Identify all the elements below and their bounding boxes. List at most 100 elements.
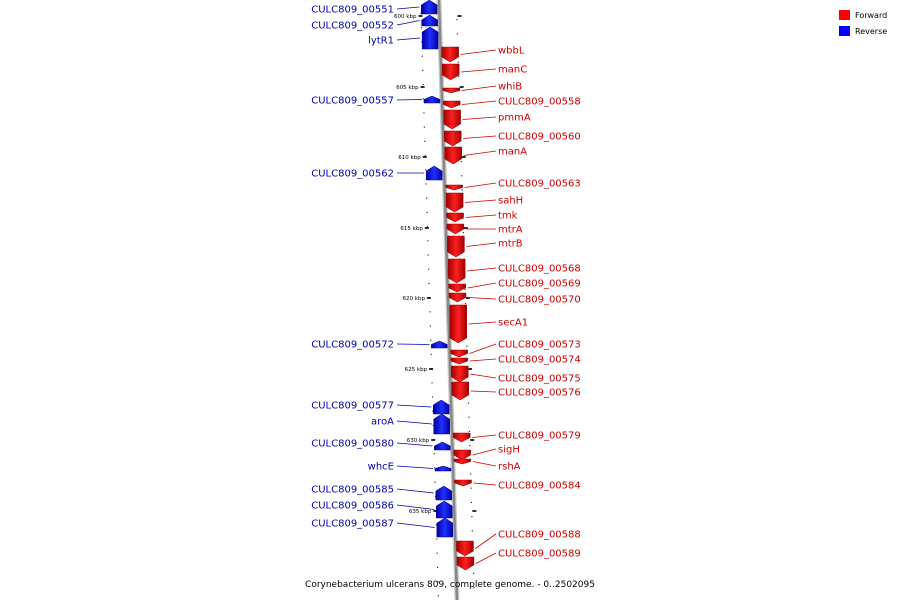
scale-dot [469,445,471,447]
scale-dot [425,183,427,185]
forward-gene-seca1[interactable] [449,304,467,344]
gene-label-culc809-00552[interactable]: CULC809_00552 [311,21,394,32]
gene-label-culc809-00557[interactable]: CULC809_00557 [311,96,394,107]
forward-gene-mtrb[interactable] [447,235,465,258]
gene-label-seca1[interactable]: secA1 [498,318,528,329]
forward-gene-culc809-00584[interactable] [454,479,472,487]
gene-label-tmk[interactable]: tmk [498,211,518,222]
gene-label-mtra[interactable]: mtrA [498,225,523,236]
forward-gene-tmk[interactable] [446,212,464,223]
gene-label-culc809-00562[interactable]: CULC809_00562 [311,169,394,180]
legend-forward-label: Forward [855,11,887,20]
scale-dot [425,197,428,199]
forward-gene-culc809-00575[interactable] [450,365,469,383]
forward-gene-sahh[interactable] [445,192,464,213]
leader-line [396,6,420,10]
reverse-gene-culc809-00551[interactable] [420,0,438,15]
gene-label-mtrb[interactable]: mtrB [498,239,523,250]
leader-line [396,488,434,494]
scale-dot [468,430,470,432]
forward-gene-wbbl[interactable] [441,46,459,63]
gene-label-culc809-00560[interactable]: CULC809_00560 [498,132,581,143]
forward-gene-culc809-00574[interactable] [450,357,469,365]
gene-label-aroa[interactable]: aroA [371,417,394,428]
forward-gene-culc809-00579[interactable] [452,432,471,443]
reverse-gene-culc809-00572[interactable] [431,340,448,349]
scale-dot [458,75,460,77]
scale-dot [422,69,424,71]
forward-gene-culc809-00589[interactable] [456,556,475,571]
scale-dot [425,169,427,171]
gene-label-sigh[interactable]: sigH [498,445,520,456]
gene-labels: wbbL manC whiB CULC809_00558 pmmA CULC809_005… [311,5,581,560]
reverse-gene-culc809-00585[interactable] [435,485,453,501]
forward-gene-rsha[interactable] [453,458,472,465]
gene-label-wbbl[interactable]: wbbL [498,46,525,57]
gene-label-culc809-00569[interactable]: CULC809_00569 [498,279,581,290]
reverse-gene-lytr1[interactable] [421,26,439,50]
forward-gene-culc809-00576[interactable] [451,381,469,401]
scale-dot [422,98,425,100]
gene-label-culc809-00551[interactable]: CULC809_00551 [311,5,394,16]
reverse-gene-aroa[interactable] [433,413,450,435]
reverse-gene-whce[interactable] [434,465,452,472]
gene-label-whce[interactable]: whcE [368,462,394,473]
gene-label-culc809-00568[interactable]: CULC809_00568 [498,264,581,275]
gene-label-culc809-00586[interactable]: CULC809_00586 [311,501,394,512]
forward-gene-culc809-00563[interactable] [445,184,463,191]
gene-label-mana[interactable]: manA [498,147,527,158]
gene-label-culc809-00588[interactable]: CULC809_00588 [498,530,581,541]
gene-label-pmma[interactable]: pmmA [498,113,531,124]
reverse-gene-culc809-00577[interactable] [432,399,450,415]
gene-label-culc809-00579[interactable]: CULC809_00579 [498,431,581,442]
forward-gene-culc809-00573[interactable] [450,349,468,358]
reverse-gene-culc809-00552[interactable] [421,14,438,27]
forward-gene-culc809-00558[interactable] [442,100,461,109]
forward-gene-sigh[interactable] [453,449,471,461]
leader-line [470,390,497,393]
gene-label-culc809-00570[interactable]: CULC809_00570 [498,295,581,306]
reverse-gene-culc809-00580[interactable] [434,441,451,451]
reverse-gene-culc809-00557[interactable] [423,95,441,104]
forward-gene-culc809-00569[interactable] [448,283,466,293]
gene-label-sahh[interactable]: sahH [498,196,523,207]
scale-dot [468,416,470,418]
forward-gene-manc[interactable] [441,63,460,81]
gene-features [420,0,475,571]
gene-label-culc809-00563[interactable]: CULC809_00563 [498,179,581,190]
gene-label-culc809-00558[interactable]: CULC809_00558 [498,97,581,108]
scale-dot [424,155,426,157]
gene-label-rsha[interactable]: rshA [498,462,521,473]
leader-line [462,116,497,120]
major-tick [418,15,423,17]
gene-label-whib[interactable]: whiB [498,82,522,93]
gene-label-culc809-00585[interactable]: CULC809_00585 [311,485,394,496]
gene-label-culc809-00574[interactable]: CULC809_00574 [498,355,581,366]
forward-gene-culc809-00568[interactable] [447,258,466,284]
gene-label-culc809-00580[interactable]: CULC809_00580 [311,439,394,450]
forward-gene-whib[interactable] [442,87,460,94]
scale-dot [436,552,438,554]
gene-label-culc809-00575[interactable]: CULC809_00575 [498,374,581,385]
forward-gene-culc809-00588[interactable] [456,540,474,557]
reverse-gene-culc809-00586[interactable] [436,500,453,519]
gene-label-culc809-00587[interactable]: CULC809_00587 [311,519,394,530]
leader-line [469,358,497,362]
gene-label-culc809-00573[interactable]: CULC809_00573 [498,340,581,351]
gene-label-culc809-00572[interactable]: CULC809_00572 [311,340,394,351]
forward-gene-pmma[interactable] [443,109,461,130]
tick-label: 625 kbp [405,367,428,373]
gene-label-culc809-00589[interactable]: CULC809_00589 [498,549,581,560]
forward-gene-mtra[interactable] [446,223,465,235]
reverse-gene-culc809-00562[interactable] [425,165,443,181]
forward-gene-culc809-00560[interactable] [443,130,462,147]
reverse-gene-culc809-00587[interactable] [436,517,454,538]
gene-label-culc809-00576[interactable]: CULC809_00576 [498,388,581,399]
gene-label-culc809-00584[interactable]: CULC809_00584 [498,481,581,492]
gene-label-culc809-00577[interactable]: CULC809_00577 [311,401,394,412]
gene-label-lytr1[interactable]: lytR1 [368,36,394,47]
forward-gene-culc809-00570[interactable] [448,292,467,303]
forward-gene-mana[interactable] [444,146,462,165]
leader-line [472,434,497,438]
gene-label-manc[interactable]: manC [498,65,527,76]
